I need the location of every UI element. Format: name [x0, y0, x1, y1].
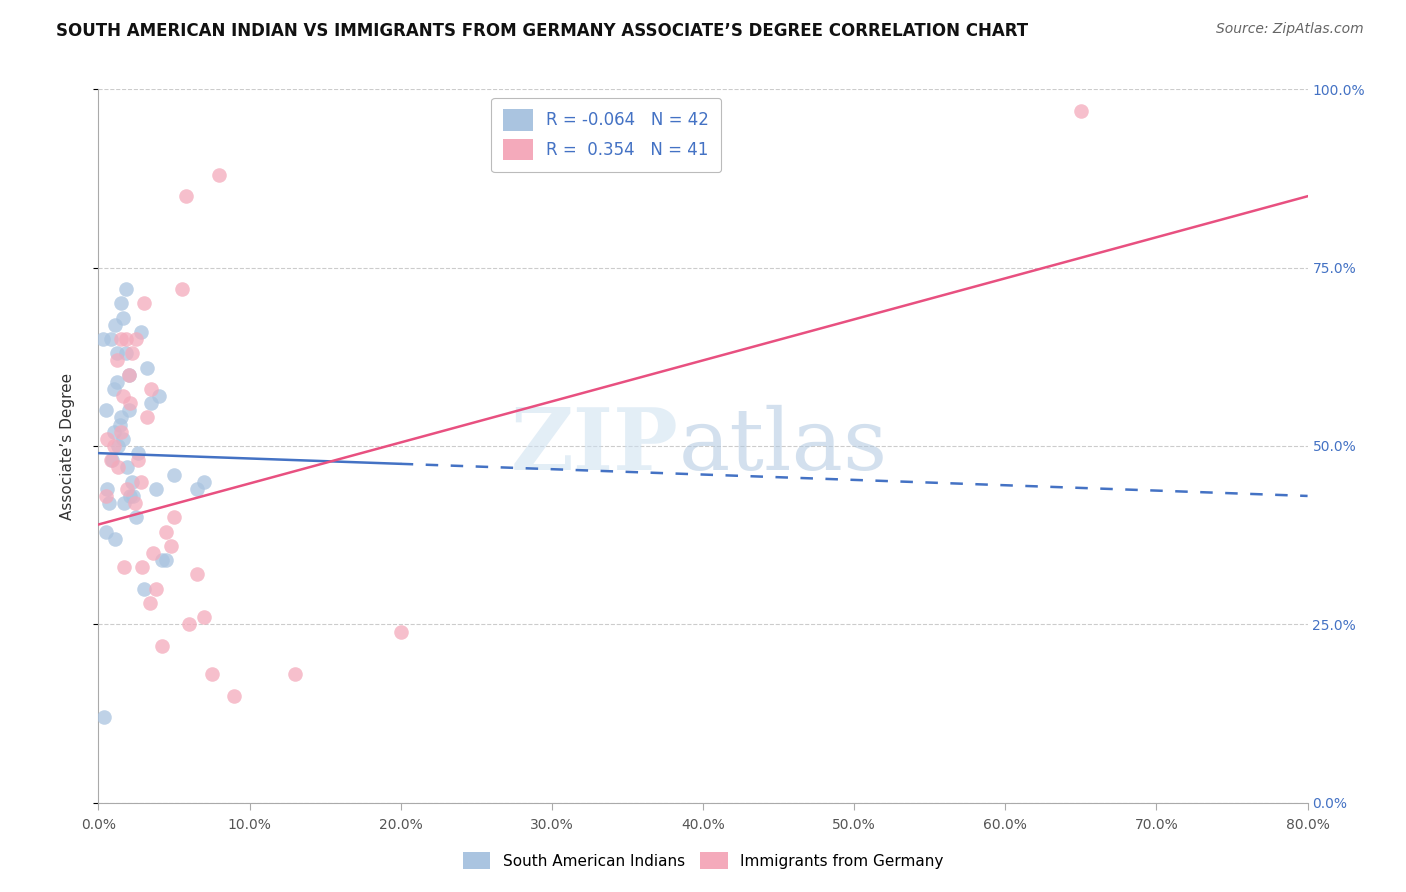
Text: atlas: atlas	[679, 404, 889, 488]
Point	[141, 382, 163, 396]
Point	[224, 689, 246, 703]
Point	[135, 410, 157, 425]
Point	[96, 482, 118, 496]
Text: ZIP: ZIP	[510, 404, 679, 488]
Point	[124, 496, 146, 510]
Point	[96, 432, 118, 446]
Legend: R = -0.064   N = 42, R =  0.354   N = 41: R = -0.064 N = 42, R = 0.354 N = 41	[492, 97, 721, 172]
Point	[103, 439, 125, 453]
Point	[118, 368, 141, 382]
Point	[94, 489, 117, 503]
Point	[389, 624, 412, 639]
Point	[111, 432, 134, 446]
Point	[111, 310, 134, 325]
Point	[107, 460, 129, 475]
Point	[141, 396, 163, 410]
Point	[118, 368, 141, 382]
Point	[105, 346, 128, 360]
Point	[208, 168, 231, 182]
Point	[150, 639, 173, 653]
Point	[98, 496, 121, 510]
Point	[155, 524, 177, 539]
Point	[110, 296, 132, 310]
Point	[105, 353, 128, 368]
Point	[127, 453, 149, 467]
Point	[114, 332, 136, 346]
Point	[103, 382, 125, 396]
Point	[125, 332, 148, 346]
Point	[91, 332, 114, 346]
Point	[132, 582, 155, 596]
Point	[170, 282, 193, 296]
Legend: South American Indians, Immigrants from Germany: South American Indians, Immigrants from …	[457, 846, 949, 875]
Point	[110, 410, 132, 425]
Point	[108, 417, 131, 432]
Point	[193, 610, 215, 624]
Text: Source: ZipAtlas.com: Source: ZipAtlas.com	[1216, 22, 1364, 37]
Point	[131, 560, 153, 574]
Y-axis label: Associate’s Degree: Associate’s Degree	[60, 373, 75, 519]
Point	[186, 567, 208, 582]
Point	[150, 553, 173, 567]
Point	[122, 489, 145, 503]
Point	[179, 617, 201, 632]
Point	[284, 667, 307, 681]
Point	[139, 596, 162, 610]
Point	[110, 425, 132, 439]
Point	[142, 546, 165, 560]
Point	[174, 189, 197, 203]
Point	[104, 532, 127, 546]
Point	[1070, 103, 1092, 118]
Point	[110, 332, 132, 346]
Point	[121, 475, 143, 489]
Point	[132, 296, 155, 310]
Point	[163, 510, 186, 524]
Point	[107, 439, 129, 453]
Point	[101, 453, 124, 467]
Point	[100, 453, 122, 467]
Point	[129, 325, 152, 339]
Point	[120, 489, 142, 503]
Point	[103, 425, 125, 439]
Point	[129, 475, 152, 489]
Text: SOUTH AMERICAN INDIAN VS IMMIGRANTS FROM GERMANY ASSOCIATE’S DEGREE CORRELATION : SOUTH AMERICAN INDIAN VS IMMIGRANTS FROM…	[56, 22, 1028, 40]
Point	[104, 318, 127, 332]
Point	[145, 482, 167, 496]
Point	[93, 710, 115, 724]
Point	[121, 346, 143, 360]
Point	[112, 496, 135, 510]
Point	[201, 667, 224, 681]
Point	[114, 282, 136, 296]
Point	[105, 375, 128, 389]
Point	[193, 475, 215, 489]
Point	[145, 582, 167, 596]
Point	[135, 360, 157, 375]
Point	[127, 446, 149, 460]
Point	[111, 389, 134, 403]
Point	[118, 403, 141, 417]
Point	[115, 482, 138, 496]
Point	[115, 460, 138, 475]
Point	[120, 396, 142, 410]
Point	[186, 482, 208, 496]
Point	[160, 539, 183, 553]
Point	[114, 346, 136, 360]
Point	[148, 389, 170, 403]
Point	[125, 510, 148, 524]
Point	[155, 553, 177, 567]
Point	[94, 403, 117, 417]
Point	[94, 524, 117, 539]
Point	[100, 332, 122, 346]
Point	[163, 467, 186, 482]
Point	[112, 560, 135, 574]
